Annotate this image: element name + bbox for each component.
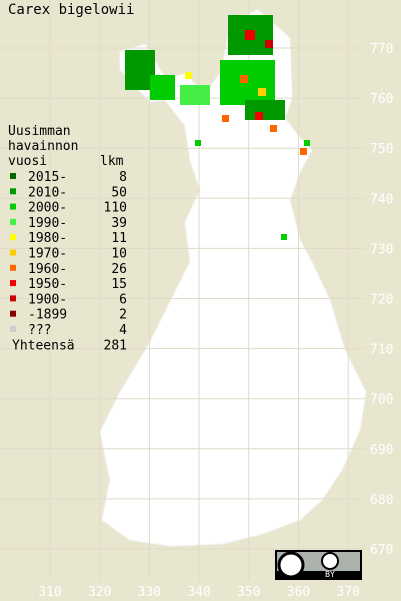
grid-x-label: 370 [336,585,359,600]
legend-label: 1980- [28,231,67,246]
grid-x-label: 330 [138,585,161,600]
grid-y-label: 700 [370,393,393,408]
grid-x-label: 340 [187,585,210,600]
observations [125,15,310,240]
legend-count: 15 [111,277,127,292]
grid-y-label: 750 [370,142,393,157]
observation [245,30,255,40]
grid-y-label: 740 [370,192,393,207]
legend-label: 1990- [28,216,67,231]
legend-swatch [10,188,16,195]
legend-swatch [10,173,16,179]
legend-label: 2000- [28,201,67,216]
grid-y-label: 770 [370,42,393,57]
grid-x-label: 320 [88,585,111,600]
legend-header: Uusimman [8,124,71,139]
legend-label: 1900- [28,292,67,307]
observation [195,140,201,146]
observation [270,125,277,132]
legend-count: 10 [111,247,127,262]
observation-cluster [245,100,285,120]
grid-y-label: 760 [370,92,393,107]
legend-swatch [10,249,16,256]
title: Carex bigelowii [8,2,134,18]
legend-count: 8 [119,170,127,185]
observation [185,72,192,79]
grid-y-label: 690 [370,443,393,458]
legend-count: 50 [111,185,127,200]
observation-cluster [150,75,175,100]
legend-total: 281 [104,338,127,353]
legend-swatch [10,203,16,210]
legend-label: ??? [28,323,51,338]
observation [222,115,229,122]
legend-label: 2015- [28,170,67,185]
grid-y-label: 670 [370,543,393,558]
license-label: BY [325,570,335,579]
observation-cluster [180,85,210,105]
grid-x-label: 350 [237,585,260,600]
legend-count: 11 [111,231,127,246]
grid-y-label: 730 [370,242,393,257]
legend-count: 26 [111,262,127,277]
legend-header: havainnon [8,139,78,154]
grid-x-label: 360 [287,585,310,600]
grid-y-label: 680 [370,493,393,508]
observation [255,112,263,120]
legend-label: 2010- [28,185,67,200]
legend-swatch [10,280,16,287]
legend-swatch [10,264,16,271]
legend-count: 110 [104,201,127,216]
legend-label: 1950- [28,277,67,292]
observation [258,88,266,96]
legend-swatch [10,326,16,332]
legend-count: 4 [119,323,127,338]
legend-label: -1899 [28,308,67,323]
legend-label: 1960- [28,262,67,277]
legend-swatch [10,218,16,225]
legend-col-count: lkm [100,154,124,169]
observation [300,148,307,155]
legend-count: 2 [119,308,127,323]
observation [265,40,273,48]
legend-count: 6 [119,292,127,307]
grid-y-label: 710 [370,343,393,358]
license-badge: BY [275,550,362,580]
legend-col-year: vuosi [8,154,47,169]
observation [240,75,248,83]
grid [0,0,365,580]
observation [304,140,310,146]
legend-swatch [10,234,16,241]
legend-swatch [10,295,16,302]
observation [281,234,287,240]
grid-x-label: 310 [38,585,61,600]
legend-total-label: Yhteensä [12,338,75,353]
cc-icon [277,551,305,579]
legend-swatch [10,310,16,317]
legend-count: 39 [111,216,127,231]
by-icon [321,552,339,570]
legend-label: 1970- [28,247,67,262]
finland-shape [99,9,367,547]
grid-y-label: 720 [370,293,393,308]
